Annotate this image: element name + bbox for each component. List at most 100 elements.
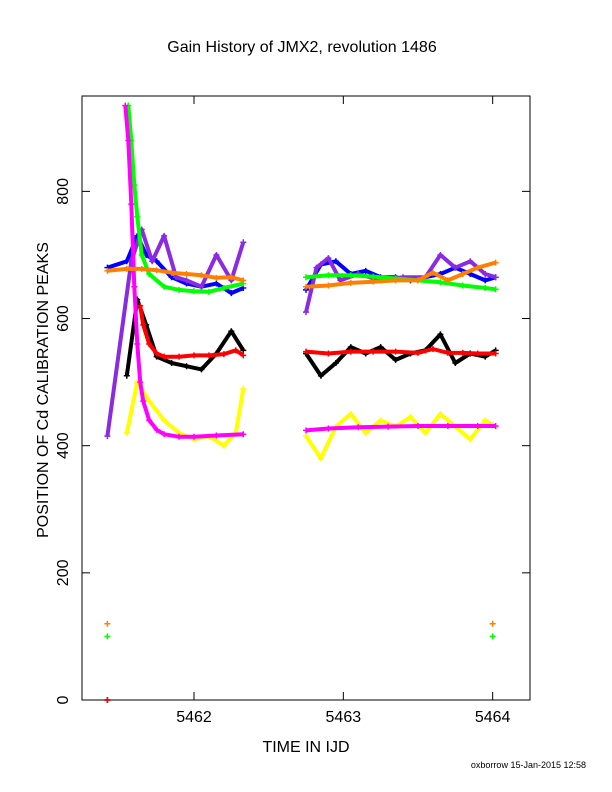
data-point	[183, 271, 190, 278]
x-axis-label: TIME IN IJD	[262, 739, 349, 756]
data-point	[161, 431, 168, 438]
data-point	[104, 433, 111, 440]
data-point	[198, 366, 205, 373]
plot-frame	[81, 95, 531, 701]
data-point	[176, 433, 183, 440]
data-point	[125, 137, 132, 144]
series-line	[138, 305, 496, 359]
series-6	[104, 302, 499, 703]
data-point	[429, 269, 436, 276]
data-point	[161, 417, 168, 424]
data-point	[183, 277, 190, 284]
x-tick-label: 5463	[326, 709, 362, 726]
data-point	[303, 433, 309, 440]
data-point	[422, 429, 429, 436]
data-point	[146, 417, 153, 424]
data-point	[191, 288, 197, 295]
data-point	[377, 417, 384, 424]
data-point	[467, 258, 474, 265]
data-point	[482, 417, 489, 424]
data-point	[355, 424, 362, 431]
data-point	[325, 255, 332, 262]
data-point	[213, 280, 220, 287]
data-point	[317, 455, 324, 462]
data-point	[492, 422, 499, 429]
data-point	[123, 429, 130, 436]
data-point	[191, 433, 197, 440]
series-5	[122, 102, 499, 440]
data-point	[444, 349, 451, 356]
y-tick-label: 200	[55, 559, 72, 586]
data-point	[303, 274, 309, 281]
data-point	[407, 414, 414, 421]
data-point	[325, 425, 332, 432]
data-point	[347, 410, 354, 417]
data-point	[492, 286, 499, 293]
data-point	[303, 348, 309, 355]
data-point	[205, 352, 212, 359]
data-point	[429, 346, 436, 353]
data-point	[146, 271, 153, 278]
data-point	[437, 279, 444, 286]
data-point	[104, 267, 111, 274]
data-point	[370, 348, 377, 355]
data-point	[146, 340, 153, 347]
data-point	[205, 288, 212, 295]
data-point	[240, 347, 247, 354]
data-point	[146, 398, 153, 405]
data-point	[176, 353, 183, 360]
data-point	[415, 422, 421, 429]
data-point	[134, 340, 141, 347]
data-point	[392, 356, 399, 363]
data-point	[213, 251, 220, 258]
data-point	[228, 274, 235, 281]
data-point	[347, 348, 354, 355]
data-point	[459, 271, 466, 278]
data-point	[492, 274, 499, 281]
series-line	[126, 105, 496, 294]
data-point	[385, 423, 392, 430]
data-point	[362, 429, 369, 436]
data-point	[140, 321, 147, 328]
data-point	[213, 432, 220, 439]
data-point	[459, 282, 466, 289]
data-point	[161, 353, 168, 360]
x-tick-label: 5462	[176, 709, 212, 726]
data-point	[123, 372, 130, 379]
data-point	[153, 350, 160, 357]
data-point	[240, 431, 247, 438]
data-point	[303, 283, 309, 290]
data-point	[153, 426, 160, 433]
data-point	[240, 277, 247, 284]
data-point	[138, 251, 145, 258]
y-tick-label: 400	[55, 432, 72, 459]
data-point	[325, 282, 332, 289]
series-line	[124, 380, 497, 461]
data-point	[377, 344, 384, 351]
series-4	[104, 102, 499, 640]
data-point	[104, 620, 111, 627]
data-point	[437, 410, 444, 417]
data-point	[332, 360, 339, 367]
data-point	[474, 422, 481, 429]
data-point	[474, 350, 481, 357]
data-point	[161, 232, 168, 239]
data-point	[459, 349, 466, 356]
data-point	[437, 251, 444, 258]
data-point	[370, 278, 377, 285]
data-point	[392, 348, 399, 355]
series-line	[124, 297, 497, 378]
data-point	[213, 274, 220, 281]
data-point	[303, 427, 309, 434]
data-point	[198, 272, 205, 279]
data-point	[437, 331, 444, 338]
data-point	[347, 272, 354, 279]
data-point	[325, 272, 332, 279]
data-point	[161, 283, 168, 290]
data-point	[452, 360, 459, 367]
data-point	[313, 264, 320, 271]
data-point	[104, 697, 111, 703]
data-point	[392, 277, 399, 284]
y-tick-label: 0	[55, 695, 72, 704]
